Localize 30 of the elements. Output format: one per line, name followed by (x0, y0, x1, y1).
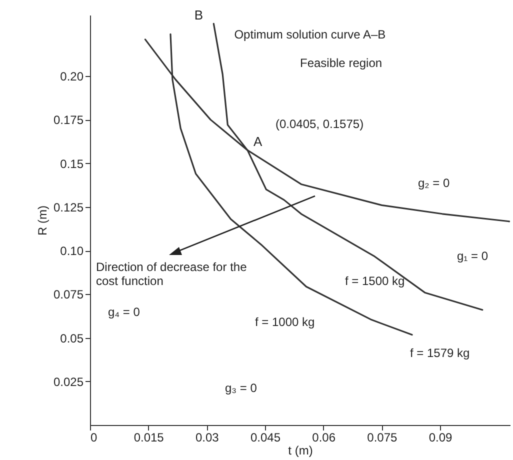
x-axis-title: t (m) (288, 444, 313, 458)
annotation: Feasible region (300, 56, 384, 70)
annotation: g₃ = 0 (225, 381, 258, 395)
annotation: g₂ = 0 (418, 176, 451, 190)
annotation: g₄ = 0 (108, 305, 140, 319)
annotation: B (194, 8, 204, 23)
y-tick-label: 0.075 (53, 288, 84, 302)
annotation: Optimum solution curve A–B (234, 28, 386, 42)
x-tick-label: 0.045 (250, 430, 281, 444)
x-tick-label: 0.075 (367, 430, 398, 444)
annotation: f = 1579 kg (410, 346, 471, 360)
y-tick-label: 0.05 (60, 331, 84, 346)
x-tick-label: 0.09 (428, 430, 452, 444)
annotation: f = 1000 kg (255, 315, 316, 329)
x-tick-label: 0 (90, 430, 98, 444)
y-axis-title: R (m) (35, 206, 50, 236)
annotation: Direction of decrease for the cost function (96, 260, 248, 288)
y-tick-label: 0.025 (53, 374, 84, 389)
x-tick-label: 0.03 (195, 430, 220, 444)
x-tick-label: 0.015 (134, 430, 164, 444)
annotation: f = 1500 kg (345, 274, 406, 288)
annotation: A (254, 134, 262, 150)
y-tick-label: 0.125 (53, 200, 84, 214)
y-tick-label: 0.20 (60, 70, 84, 84)
y-tick-label: 0.15 (60, 156, 84, 171)
y-tick-label: 0.10 (60, 244, 84, 258)
annotation: g₁ = 0 (457, 249, 490, 263)
y-tick-label: 0.175 (53, 113, 84, 128)
x-tick-label: 0.06 (312, 430, 336, 444)
annotation: (0.0405, 0.1575) (276, 117, 364, 132)
